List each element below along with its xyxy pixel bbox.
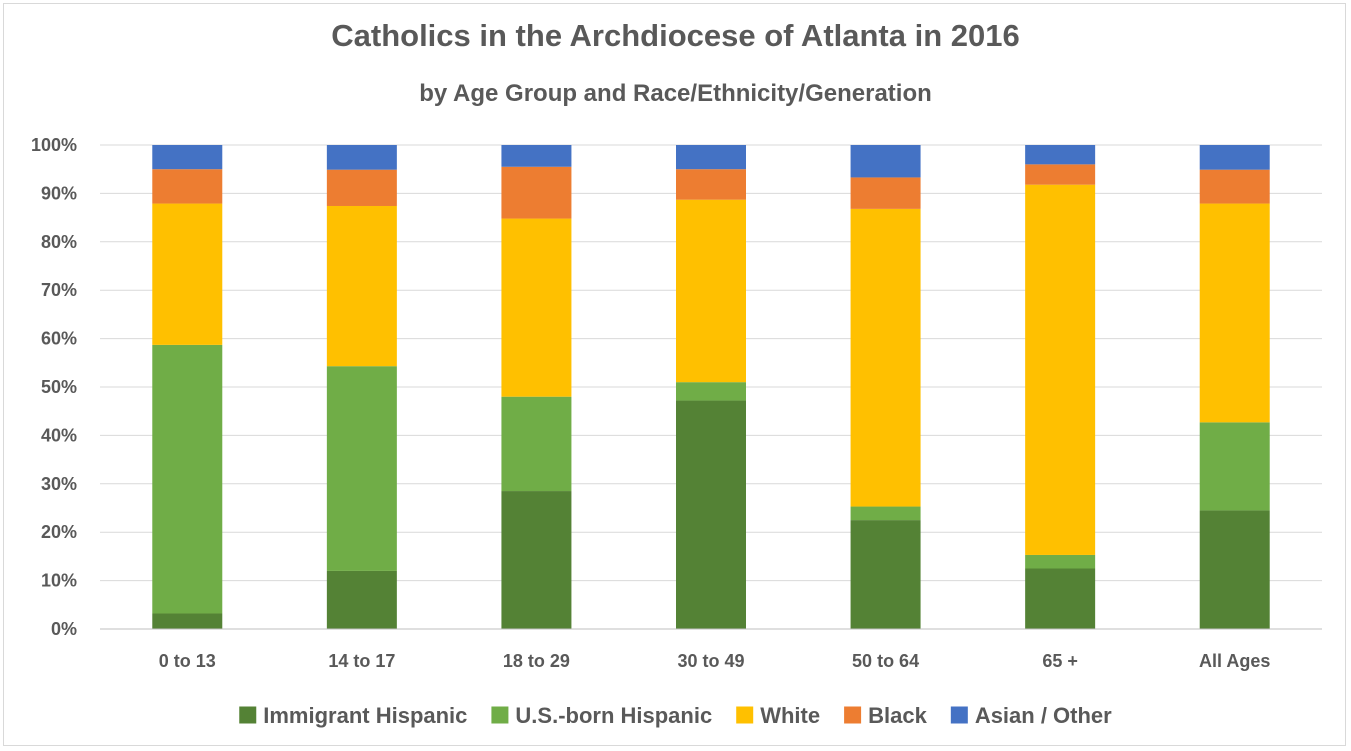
bars xyxy=(152,145,1270,629)
y-axis: 0% 10% 20% 30% 40% 50% 60% 70% 80% 90% 100% xyxy=(31,135,77,639)
bar-segment xyxy=(152,613,223,629)
x-tick-label: 30 to 49 xyxy=(677,651,744,671)
bar-segment xyxy=(850,506,921,521)
bar-segment xyxy=(676,169,746,200)
y-tick-label: 80% xyxy=(41,232,77,252)
y-tick-label: 70% xyxy=(41,280,77,300)
legend-label: U.S.-born Hispanic xyxy=(515,703,712,728)
bar-segment xyxy=(676,145,746,170)
bar-segment xyxy=(850,145,921,178)
bar-segment xyxy=(850,520,921,629)
bar-segment xyxy=(1199,145,1270,170)
bar-segment xyxy=(676,400,746,629)
x-tick-label: 65 + xyxy=(1042,651,1078,671)
y-tick-label: 60% xyxy=(41,329,77,349)
y-tick-label: 30% xyxy=(41,474,77,494)
legend: Immigrant Hispanic U.S.-born Hispanic Whit… xyxy=(239,703,1112,728)
bar-segment xyxy=(152,203,223,345)
bar-segment xyxy=(326,366,397,571)
chart-subtitle: by Age Group and Race/Ethnicity/Generati… xyxy=(419,80,932,107)
legend-label: White xyxy=(760,703,820,728)
bar-segment xyxy=(152,169,223,204)
y-tick-label: 20% xyxy=(41,522,77,542)
legend-swatch xyxy=(491,706,509,724)
bar-segment xyxy=(676,199,746,383)
legend-swatch xyxy=(950,706,968,724)
bar-segment xyxy=(850,177,921,209)
y-tick-label: 10% xyxy=(41,571,77,591)
bar-segment xyxy=(1025,145,1096,165)
bar-segment xyxy=(326,145,397,170)
bar-segment xyxy=(676,382,746,401)
x-tick-label: 14 to 17 xyxy=(328,651,395,671)
bar-segment xyxy=(1025,164,1096,185)
y-tick-label: 40% xyxy=(41,425,77,445)
legend-label: Black xyxy=(868,703,927,728)
bar-segment xyxy=(326,205,397,367)
bar-segment xyxy=(1199,169,1270,204)
x-axis: 0 to 13 14 to 17 18 to 29 30 to 49 50 to 64 6… xyxy=(100,628,1322,671)
bar-segment xyxy=(501,145,572,167)
bar-segment xyxy=(326,169,397,206)
bar-segment xyxy=(1025,184,1096,555)
bar-segment xyxy=(501,396,572,492)
y-tick-label: 0% xyxy=(51,619,77,639)
bar-segment xyxy=(501,218,572,397)
legend-label: Asian / Other xyxy=(975,703,1112,728)
x-tick-label: 0 to 13 xyxy=(159,651,216,671)
x-tick-label: 18 to 29 xyxy=(503,651,570,671)
legend-swatch xyxy=(736,706,754,724)
bar-segment xyxy=(152,344,223,614)
bar-segment xyxy=(1199,422,1270,511)
bar-segment xyxy=(1199,510,1270,629)
bar-segment xyxy=(1199,203,1270,423)
bar-segment xyxy=(850,208,921,507)
x-tick-label: 50 to 64 xyxy=(852,651,919,671)
y-tick-label: 50% xyxy=(41,377,77,397)
x-tick-label: All Ages xyxy=(1199,651,1270,671)
chart-frame xyxy=(3,3,1346,746)
legend-swatch xyxy=(844,706,862,724)
bar-segment xyxy=(1025,554,1096,569)
bar-segment xyxy=(326,570,397,629)
chart-title: Catholics in the Archdiocese of Atlanta … xyxy=(331,18,1020,53)
bar-segment xyxy=(501,166,572,219)
y-tick-label: 100% xyxy=(31,135,77,155)
legend-label: Immigrant Hispanic xyxy=(263,703,467,728)
y-tick-label: 90% xyxy=(41,183,77,203)
bar-segment xyxy=(152,145,223,170)
bar-segment xyxy=(501,491,572,629)
legend-swatch xyxy=(239,706,257,724)
bar-segment xyxy=(1025,568,1096,629)
